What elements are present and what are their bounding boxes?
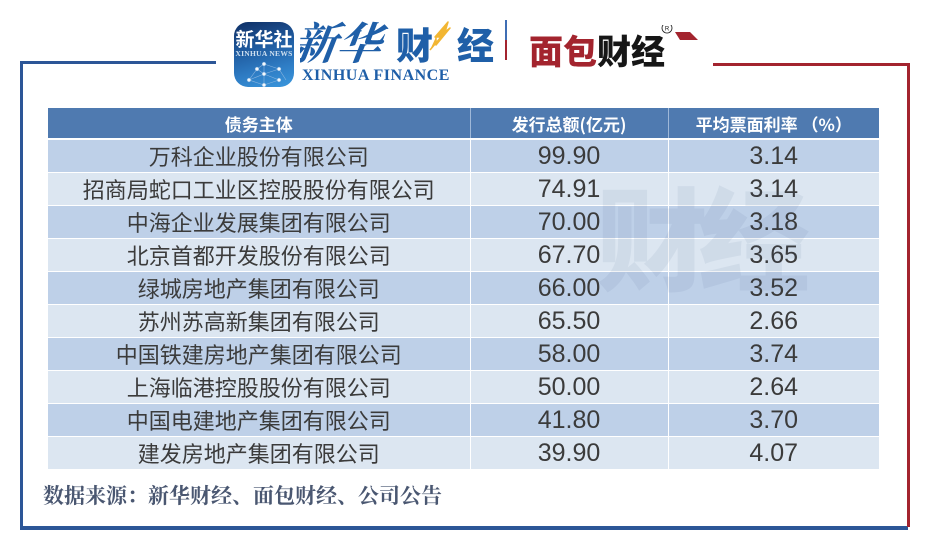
svg-text:财经: 财经: [597, 25, 665, 74]
svg-text:新华: 新华: [300, 20, 390, 69]
svg-text:财: 财: [396, 16, 433, 70]
svg-text:新华社: 新华社: [235, 25, 292, 52]
svg-text:经: 经: [457, 16, 494, 70]
svg-text:XINHUA FINANCE: XINHUA FINANCE: [302, 67, 450, 84]
svg-text:R: R: [665, 27, 670, 33]
svg-text:XINHUA NEWS: XINHUA NEWS: [235, 49, 292, 58]
svg-text:面包: 面包: [529, 25, 597, 74]
